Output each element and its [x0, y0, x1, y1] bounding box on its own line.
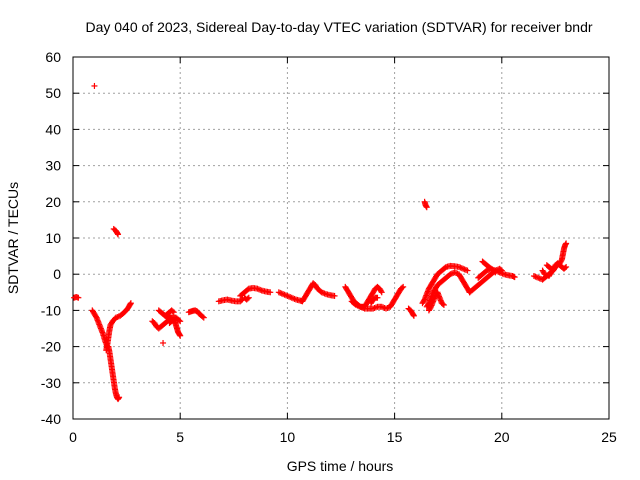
data-point: [170, 309, 177, 316]
data-point: [378, 289, 385, 296]
data-point: [563, 263, 570, 270]
data-point: [245, 294, 252, 301]
x-tick-label: 0: [69, 429, 77, 445]
y-tick-label: 0: [53, 266, 61, 282]
data-point: [169, 308, 176, 315]
data-point: [116, 394, 123, 401]
data-point: [373, 304, 380, 311]
data-point: [492, 269, 499, 276]
data-point: [199, 313, 206, 320]
data-point: [91, 82, 98, 89]
data-point: [257, 286, 264, 293]
data-point: [244, 295, 251, 302]
x-tick-label: 25: [601, 429, 617, 445]
data-point: [267, 289, 274, 296]
x-axis-label: GPS time / hours: [287, 458, 394, 474]
data-point: [399, 284, 406, 291]
x-tick-label: 20: [494, 429, 510, 445]
data-point: [238, 297, 245, 304]
data-point: [380, 304, 387, 311]
data-point: [177, 318, 184, 325]
data-point: [547, 264, 554, 271]
data-point: [200, 314, 207, 321]
x-tick-labels: 0 5 10 15 20 25: [69, 429, 617, 445]
y-tick-label: -10: [41, 302, 61, 318]
data-point: [410, 312, 417, 319]
data-point: [331, 292, 338, 299]
grid-lines: [73, 57, 609, 419]
y-tick-label: -40: [41, 411, 61, 427]
axis-ticks: [72, 56, 610, 420]
data-point: [115, 231, 122, 238]
chart-title: Day 040 of 2023, Sidereal Day-to-day VTE…: [85, 19, 592, 35]
y-tick-labels: -40 -30 -20 -10 0 10 20 30 40 50 60: [41, 49, 61, 427]
data-point: [439, 301, 446, 308]
y-tick-label: -30: [41, 375, 61, 391]
data-point: [127, 300, 134, 307]
y-tick-label: 30: [45, 158, 61, 174]
x-tick-label: 10: [280, 429, 296, 445]
x-tick-label: 5: [176, 429, 184, 445]
data-point: [378, 288, 385, 295]
y-tick-label: 40: [45, 121, 61, 137]
data-point: [371, 304, 378, 311]
data-points: [71, 82, 570, 403]
y-axis-label: SDTVAR / TECUs: [5, 182, 21, 294]
data-point: [374, 294, 381, 301]
x-tick-label: 15: [387, 429, 403, 445]
data-point: [160, 339, 167, 346]
data-point: [464, 267, 471, 274]
y-tick-label: 20: [45, 194, 61, 210]
data-point: [541, 271, 548, 278]
data-point: [400, 283, 407, 290]
data-point: [177, 332, 184, 339]
data-point: [548, 265, 555, 272]
y-tick-label: 50: [45, 85, 61, 101]
data-point: [511, 274, 518, 281]
y-tick-label: -20: [41, 339, 61, 355]
data-point: [540, 269, 547, 276]
data-point: [563, 240, 570, 247]
y-tick-label: 10: [45, 230, 61, 246]
data-point: [423, 204, 430, 211]
data-point: [562, 264, 569, 271]
data-point: [440, 301, 447, 308]
data-point: [491, 268, 498, 275]
data-point: [75, 294, 82, 301]
y-tick-label: 60: [45, 49, 61, 65]
